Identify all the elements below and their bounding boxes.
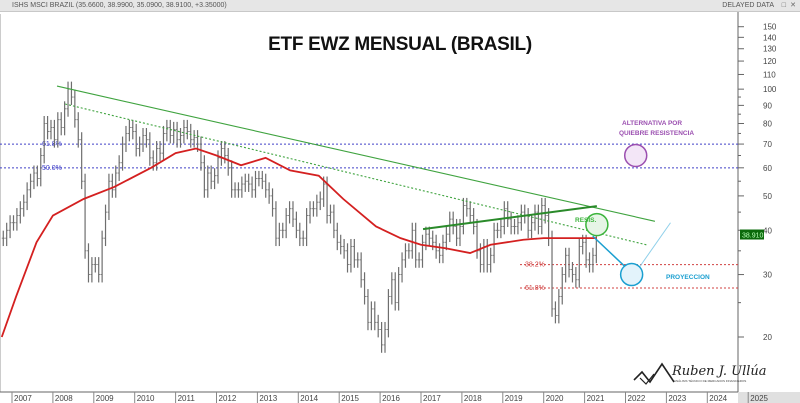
y-tick-label: 60 (763, 164, 772, 173)
y-tick-label: 110 (763, 70, 776, 79)
x-tick-label: 2022 (628, 394, 646, 403)
restore-icon[interactable]: □ (781, 2, 786, 9)
y-tick-label: 40 (763, 226, 772, 235)
x-tick-label: 2010 (137, 394, 155, 403)
y-tick-label: 150 (763, 23, 777, 32)
resistance-circle (585, 212, 609, 237)
mountain-logo-icon: Ruben J. Ullúa ANÁLISIS TÉCNICO DE MERCA… (633, 362, 767, 385)
logo-tagline: ANÁLISIS TÉCNICO DE MERCADOS FINANCIEROS (674, 378, 746, 383)
fib-label-upper: 61.8% (42, 141, 62, 148)
logo-name: Ruben J. Ullúa (671, 364, 767, 379)
fib-label-lower: 38.2% (525, 262, 545, 269)
alternativa-label-line1: ALTERNATIVA POR (622, 120, 682, 127)
proyeccion-label: PROYECCION (666, 274, 710, 281)
resis-label: RESIS. (575, 217, 597, 224)
x-tick-label: 2011 (178, 394, 196, 403)
last-price-tag (740, 229, 764, 240)
last-price-value: 38.910 (742, 233, 764, 240)
x-tick-label: 2017 (423, 394, 441, 403)
fib-label-lower: 61.8% (525, 285, 545, 292)
y-tick-label: 120 (763, 57, 777, 66)
alternativa-label-line2: QUIEBRE RESISTENCIA (619, 130, 694, 137)
y-tick-label: 130 (763, 45, 777, 54)
trendline-resis-channel (422, 205, 598, 231)
symbol-info: ISHS MSCI BRAZIL (35.6600, 38.9900, 35.0… (12, 2, 227, 9)
author-logo: Ruben J. Ullúa ANÁLISIS TÉCNICO DE MERCA… (632, 360, 782, 390)
axis-corner (738, 392, 800, 403)
moving-average-line (0, 147, 597, 338)
x-tick-label: 2024 (709, 394, 727, 403)
x-tick-label: 2015 (341, 394, 359, 403)
y-tick-label: 90 (763, 101, 772, 110)
x-tick-label: 2013 (259, 394, 277, 403)
x-tick-label: 2019 (505, 394, 523, 403)
y-tick-label: 100 (763, 85, 777, 94)
x-tick-label: 2014 (300, 394, 318, 403)
chart-title: ETF EWZ MENSUAL (BRASIL) (268, 34, 532, 55)
x-tick-label: 2020 (546, 394, 564, 403)
delayed-data-label: DELAYED DATA (722, 2, 774, 9)
projection-circle (619, 262, 644, 287)
x-tick-label: 2009 (96, 394, 114, 403)
symbol-header-bar: ISHS MSCI BRAZIL (35.6600, 38.9900, 35.0… (0, 0, 800, 12)
x-tick-label: 2007 (14, 394, 32, 403)
x-tick-label: 2008 (55, 394, 73, 403)
x-tick-label: 2012 (219, 394, 237, 403)
x-tick-label: 2016 (382, 394, 400, 403)
y-tick-label: 50 (763, 192, 772, 201)
fib-label-upper: 50.0% (42, 165, 62, 172)
y-tick-label: 80 (763, 120, 772, 129)
close-icon[interactable]: ✕ (790, 2, 796, 9)
x-tick-label: 2025 (750, 394, 768, 403)
y-tick-label: 70 (763, 140, 772, 149)
trendline-inner-resistance (65, 103, 649, 246)
projection-line-up (637, 222, 671, 270)
y-tick-label: 30 (763, 271, 772, 280)
x-tick-label: 2021 (587, 394, 605, 403)
y-tick-label: 20 (763, 333, 772, 342)
alternativa-circle (623, 143, 648, 168)
y-tick-label: 140 (763, 33, 777, 42)
x-tick-label: 2018 (464, 394, 482, 403)
trendline-upper-resistance (56, 85, 656, 222)
x-tick-label: 2023 (668, 394, 686, 403)
projection-line-down (592, 235, 627, 268)
